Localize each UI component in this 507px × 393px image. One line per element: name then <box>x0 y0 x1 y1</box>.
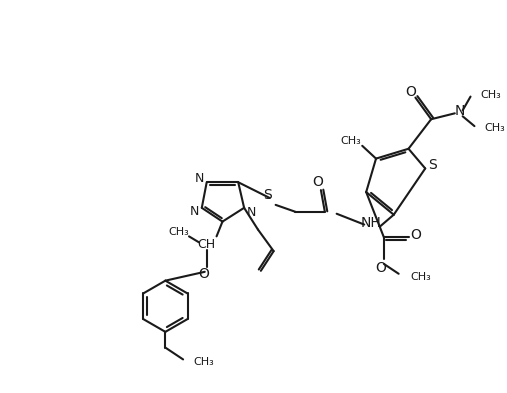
Text: S: S <box>263 188 272 202</box>
Text: N: N <box>195 172 204 185</box>
Text: O: O <box>405 84 416 99</box>
Text: CH₃: CH₃ <box>340 136 361 146</box>
Text: O: O <box>410 228 421 242</box>
Text: N: N <box>190 205 200 218</box>
Text: O: O <box>198 267 209 281</box>
Text: O: O <box>376 261 386 275</box>
Text: N: N <box>454 105 465 118</box>
Text: N: N <box>246 206 256 219</box>
Text: CH: CH <box>198 238 216 251</box>
Text: NH: NH <box>360 216 381 230</box>
Text: CH₃: CH₃ <box>169 228 190 237</box>
Text: O: O <box>312 175 323 189</box>
Text: CH₃: CH₃ <box>484 123 505 133</box>
Text: CH₃: CH₃ <box>411 272 431 282</box>
Text: S: S <box>428 158 437 173</box>
Text: CH₃: CH₃ <box>193 357 213 367</box>
Text: CH₃: CH₃ <box>480 90 501 99</box>
